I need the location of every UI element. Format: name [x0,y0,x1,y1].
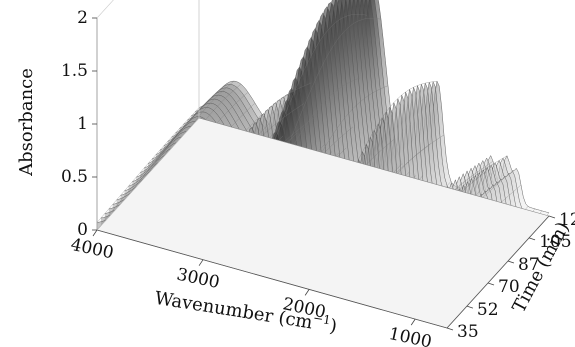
z-tick-label: 1 [77,114,88,134]
surface-line [179,0,530,235]
back-wall-top [96,0,114,19]
y-tick-label: 70 [498,277,520,297]
surface-crossline [271,0,334,143]
y-tick-label: 35 [457,322,479,342]
z-tick-label: 0 [77,220,88,240]
y-tick-label: 122 [559,210,575,230]
y-tick-mark [487,282,495,286]
y-tick-mark [548,215,556,219]
z-tick-label: 2 [77,8,88,28]
x-tick-mark [92,229,98,237]
x-axis-label: Wavenumber (cm−1) [153,286,338,338]
y-axis-line [446,215,550,329]
x-axis-line [96,229,448,329]
y-tick-label: 87 [518,255,540,275]
x-tick-label: 3000 [175,265,221,294]
x-tick-mark [304,289,310,296]
surface-line [183,0,534,231]
surface-line [194,0,546,218]
z-tick-label: 1.5 [61,61,88,81]
y-tick-mark [466,305,474,309]
y-tick-label: 105 [539,232,571,252]
x-tick-mark [410,318,416,326]
surface-line [191,0,542,222]
z-axis-label: Absorbance [16,68,37,177]
x-tick-mark [198,259,204,266]
x-tick-label: 4000 [69,235,115,264]
surface-crossline [278,18,382,168]
y-tick-mark [446,327,454,331]
surface-line [187,0,538,226]
y-tick-mark [507,260,515,264]
y-tick-mark [528,237,536,241]
surface-crossline [264,14,368,164]
y-tick-label: 52 [477,300,499,320]
back-wall [96,0,200,231]
z-tick-label: 0.5 [61,167,88,187]
x-tick-label: 1000 [387,324,433,347]
surface-line [198,0,550,214]
surface-crossline [96,107,200,223]
